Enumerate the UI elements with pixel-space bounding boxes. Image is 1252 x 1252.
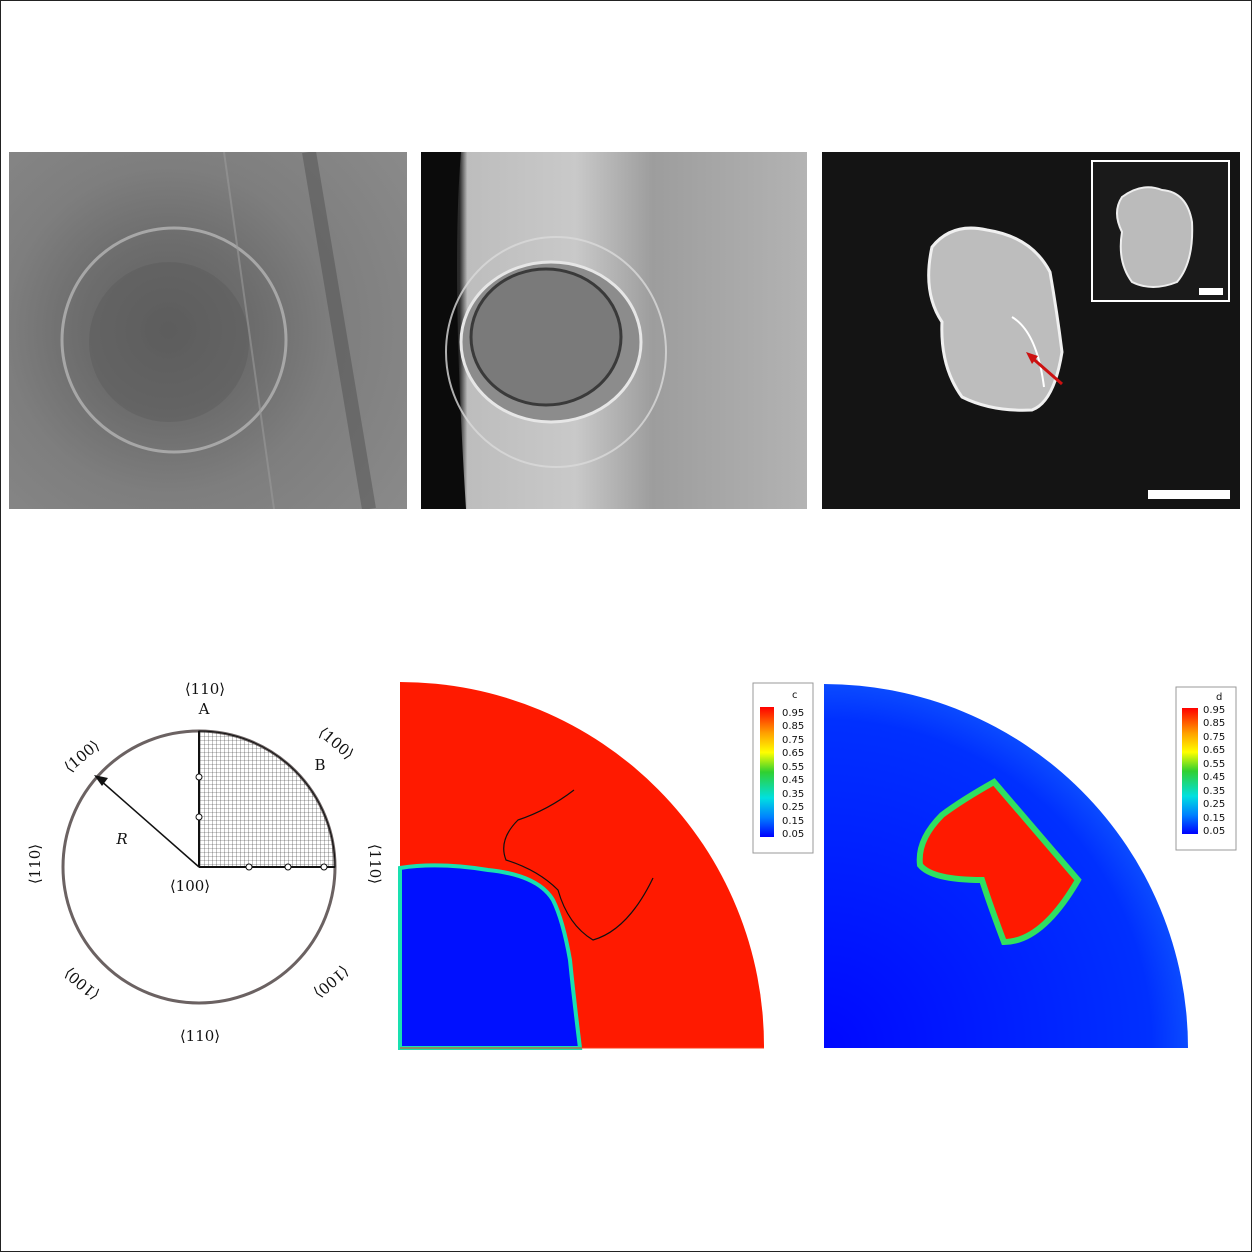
colorbar-d-tick: 0.05 <box>1203 826 1225 837</box>
colorbar-c-tick: 0.05 <box>782 829 804 840</box>
red-arrow <box>1029 354 1063 386</box>
sphere-outline <box>60 226 288 454</box>
colorbar-d-tick: 0.25 <box>1203 799 1225 810</box>
label-dir-center: ⟨100⟩ <box>170 877 210 895</box>
label-b: B <box>314 756 325 774</box>
contour-line <box>503 789 654 941</box>
tem-image-particle <box>421 152 807 509</box>
label-dir-lower-left: ⟨100⟩ <box>61 964 103 1004</box>
colorbar-c-tick: 0.55 <box>782 762 804 773</box>
node-marker <box>195 813 203 821</box>
particle-halo <box>445 236 667 468</box>
particle-core <box>469 267 623 407</box>
colorbar-d-title: d <box>1216 692 1222 703</box>
red-arrow-head <box>1026 352 1038 364</box>
orientation-schematic: ⟨110⟩ A B ⟨100⟩ ⟨100⟩ ⟨110⟩ ⟨110⟩ ⟨100⟩ … <box>20 672 400 1052</box>
tem-image-particle-graphic <box>421 152 667 509</box>
tem-image-sphere-graphic <box>60 152 376 509</box>
colorbar-d-tick: 0.55 <box>1203 759 1225 770</box>
colorbar-d: d 0.95 0.85 0.75 0.65 0.55 0.45 0.35 0.2… <box>1175 686 1237 851</box>
scale-bar <box>1148 490 1230 499</box>
field-map-c: c 0.95 0.85 0.75 0.65 0.55 0.45 0.35 0.2… <box>398 680 818 1060</box>
colorbar-c: c 0.95 0.85 0.75 0.65 0.55 0.45 0.35 0.2… <box>752 682 814 854</box>
field-map-d-graphic: d 0.95 0.85 0.75 0.65 0.55 0.45 0.35 0.2… <box>824 684 1237 1048</box>
colorbar-c-tick: 0.85 <box>782 721 804 732</box>
orientation-schematic-graphic: ⟨110⟩ A B ⟨100⟩ ⟨100⟩ ⟨110⟩ ⟨110⟩ ⟨100⟩ … <box>26 680 384 1045</box>
colorbar-c-tick: 0.35 <box>782 789 804 800</box>
radius-arrow <box>99 779 200 868</box>
high-phase-region <box>916 778 1082 946</box>
node-marker <box>320 863 328 871</box>
colorbar-c-title: c <box>792 690 798 701</box>
colorbar-c-tick: 0.65 <box>782 748 804 759</box>
colorbar-d-tick: 0.65 <box>1203 745 1225 756</box>
label-dir-left: ⟨110⟩ <box>26 844 44 884</box>
colorbar-d-tick: 0.45 <box>1203 772 1225 783</box>
colorbar-d-tick: 0.75 <box>1203 732 1225 743</box>
layer-band <box>302 152 376 509</box>
label-a: A <box>198 700 210 718</box>
label-dir-bottom: ⟨110⟩ <box>180 1027 220 1045</box>
colorbar-d-gradient <box>1182 708 1198 834</box>
sem-image <box>822 152 1240 509</box>
label-radius: R <box>115 830 127 848</box>
crystal-particle <box>927 226 1064 412</box>
field-map-d: d 0.95 0.85 0.75 0.65 0.55 0.45 0.35 0.2… <box>822 680 1252 1060</box>
radius-arrow-head <box>94 775 108 786</box>
colorbar-d-tick: 0.95 <box>1203 705 1225 716</box>
label-dir-right: ⟨110⟩ <box>366 844 384 884</box>
label-dir-lower-right: ⟨100⟩ <box>310 962 352 1002</box>
crystal-step-lines <box>1011 316 1045 388</box>
node-marker <box>284 863 292 871</box>
node-marker <box>195 773 203 781</box>
sphere-core <box>89 262 249 422</box>
tem-image-sphere <box>9 152 407 509</box>
colorbar-c-tick: 0.95 <box>782 708 804 719</box>
colorbar-c-tick: 0.15 <box>782 816 804 827</box>
inset-crystal <box>1116 186 1194 288</box>
colorbar-c-tick: 0.45 <box>782 775 804 786</box>
colorbar-c-gradient <box>760 707 774 837</box>
field-map-c-graphic: c 0.95 0.85 0.75 0.65 0.55 0.45 0.35 0.2… <box>398 682 814 1050</box>
node-marker <box>245 863 253 871</box>
mesh-quadrant <box>198 730 336 868</box>
label-dir-upper-left: ⟨100⟩ <box>61 736 103 776</box>
colorbar-d-tick: 0.15 <box>1203 813 1225 824</box>
colorbar-d-tick: 0.35 <box>1203 786 1225 797</box>
low-phase-region <box>398 863 583 1050</box>
sem-image-graphic <box>927 160 1230 499</box>
colorbar-d-tick: 0.85 <box>1203 718 1225 729</box>
colorbar-c-tick: 0.75 <box>782 735 804 746</box>
dark-edge <box>421 152 466 509</box>
layer-edge <box>223 152 275 509</box>
colorbar-c-tick: 0.25 <box>782 802 804 813</box>
label-dir-top: ⟨110⟩ <box>185 680 225 698</box>
inset-scale-bar <box>1199 288 1223 295</box>
